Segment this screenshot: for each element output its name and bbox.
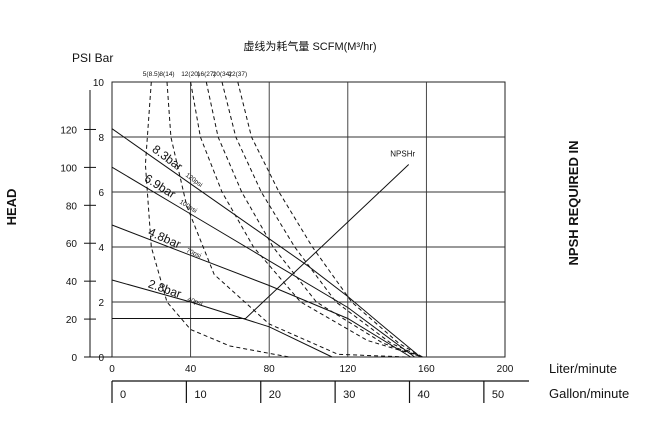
air-consumption-curve: [190, 81, 423, 358]
gallon-tick-label: 50: [492, 389, 504, 401]
x-axis-title-liters: Liter/minute: [549, 361, 617, 376]
air-consumption-curve: [144, 81, 289, 358]
psi-tick-label: 80: [66, 201, 78, 212]
x-tick-label: 200: [497, 364, 514, 375]
psi-tick-label: 100: [60, 163, 77, 174]
pressure-curve-label: 2.8bar: [146, 277, 183, 301]
pressure-curve: [111, 224, 411, 358]
air-consumption-curve: [166, 81, 407, 358]
x-tick-label: 0: [109, 364, 115, 375]
air-consumption-label: 5(8.5): [143, 71, 160, 78]
chart-title: 虚线为耗气量 SCFM(M³/hr): [243, 39, 376, 53]
air-consumption-label: 22(37): [228, 71, 247, 78]
psi-tick-label: 20: [66, 315, 78, 326]
psi-tick-label: 0: [71, 353, 77, 364]
pressure-curve: [111, 166, 415, 358]
npshr-curve: [112, 164, 410, 319]
x-tick-label: 80: [264, 364, 276, 375]
gallon-tick-label: 40: [418, 389, 430, 401]
gallon-tick-label: 30: [343, 389, 355, 401]
x-tick-label: 160: [418, 364, 435, 375]
x-axis-title-gallons: Gallon/minute: [549, 386, 629, 401]
bar-tick-label: 10: [93, 78, 105, 89]
x-tick-label: 40: [185, 364, 197, 375]
bar-tick-label: 4: [98, 243, 104, 254]
curves: [111, 81, 423, 358]
pressure-curve: [111, 128, 421, 358]
x-tick-label: 120: [339, 364, 356, 375]
y-units-label: PSI Bar: [72, 51, 113, 65]
bar-tick-label: 6: [98, 188, 104, 199]
air-consumption-label: 8(14): [159, 71, 174, 78]
pressure-curve: [111, 279, 333, 358]
air-consumption-label: 20(34): [213, 71, 232, 78]
psi-tick-label: 60: [66, 239, 78, 250]
gallon-tick-label: 0: [120, 389, 126, 401]
air-consumption-curve: [237, 81, 423, 358]
plot-frame: [111, 81, 506, 358]
air-consumption-curve: [205, 81, 423, 358]
y-axis-title: HEAD: [4, 189, 19, 226]
gallon-tick-label: 20: [269, 389, 281, 401]
psi-tick-label: 40: [66, 277, 78, 288]
bar-tick-label: 8: [98, 133, 104, 144]
pressure-curve-label: 8.3bar: [150, 142, 186, 173]
npshr-label: NPSHr: [390, 150, 415, 159]
gallon-tick-label: 10: [194, 389, 206, 401]
bar-tick-label: 2: [98, 298, 104, 309]
air-consumption-label: 16(27): [197, 71, 216, 78]
pressure-curve-unit: 70psi: [185, 247, 202, 260]
bar-tick-label: 0: [98, 353, 104, 364]
air-consumption-curve: [221, 81, 423, 358]
air-consumption-label: 12(20): [181, 71, 200, 78]
pressure-curve-unit: 40psi: [186, 296, 203, 308]
y2-axis-title: NPSH REQUIRED IN: [566, 141, 581, 266]
psi-tick-label: 120: [60, 125, 77, 136]
grid: [84, 81, 529, 403]
